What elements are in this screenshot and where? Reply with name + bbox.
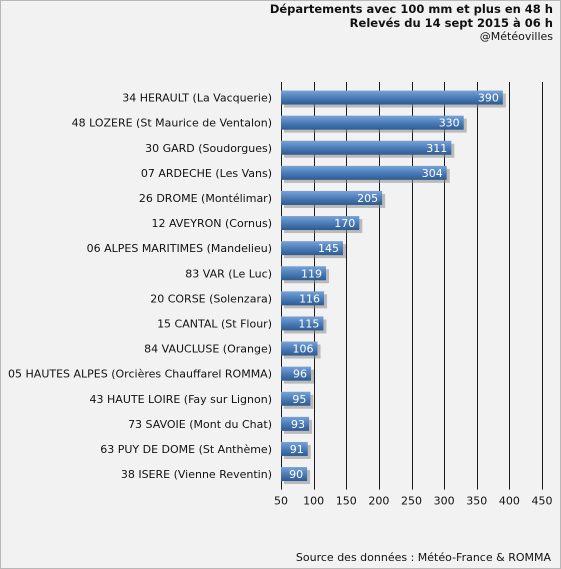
bar (281, 467, 308, 482)
category-label: 38 ISERE (Vienne Reventin) (121, 468, 272, 481)
x-tick-label: 200 (368, 495, 389, 508)
category-label: 34 HERAULT (La Vacquerie) (122, 92, 272, 105)
bar-value-label: 330 (439, 117, 460, 130)
bar-value-label: 91 (290, 443, 304, 456)
x-tick-label: 100 (303, 495, 324, 508)
category-label: 12 AVEYRON (Cornus) (151, 217, 272, 230)
x-tick-label: 450 (532, 495, 553, 508)
category-label: 06 ALPES MARITIMES (Mandelieu) (87, 242, 272, 255)
category-label: 07 ARDECHE (Les Vans) (141, 167, 272, 180)
x-tick-label: 400 (499, 495, 520, 508)
source-note: Source des données : Météo-France & ROMM… (295, 551, 551, 564)
category-label: 48 LOZERE (St Maurice de Ventalon) (72, 117, 272, 130)
bar-value-label: 95 (292, 393, 306, 406)
bar-value-label: 311 (426, 142, 447, 155)
bar (281, 416, 310, 431)
bar (281, 316, 324, 331)
credit-text: @Météovilles (479, 30, 553, 43)
category-label: 43 HAUTE LOIRE (Fay sur Lignon) (90, 393, 272, 406)
bar (281, 90, 503, 105)
bar (281, 190, 383, 205)
bar-value-label: 119 (301, 267, 322, 280)
bar (281, 291, 325, 306)
x-tick-label: 150 (336, 495, 357, 508)
category-label: 26 DROME (Montélimar) (139, 192, 272, 205)
bar (281, 140, 452, 155)
bar (281, 366, 312, 381)
category-label: 84 VAUCLUSE (Orange) (144, 343, 272, 356)
chart-title: Départements avec 100 mm et plus en 48 h… (270, 2, 553, 30)
category-labels: 34 HERAULT (La Vacquerie) 48 LOZERE (St M… (8, 92, 272, 481)
x-tick-label: 350 (466, 495, 487, 508)
bar (281, 266, 327, 281)
category-label: 83 VAR (Le Luc) (185, 267, 272, 280)
category-label: 15 CANTAL (St Flour) (157, 317, 272, 330)
category-label: 20 CORSE (Solenzara) (150, 292, 272, 305)
bar (281, 341, 318, 356)
bar-value-label: 115 (298, 317, 319, 330)
category-label: 73 SAVOIE (Mont du Chat) (128, 418, 272, 431)
bar-value-label: 145 (318, 242, 339, 255)
bar-value-label: 116 (299, 292, 320, 305)
title-line-1: Départements avec 100 mm et plus en 48 h (269, 2, 553, 16)
bar (281, 216, 360, 231)
bar-value-label: 96 (293, 368, 307, 381)
bar-value-label: 390 (478, 92, 499, 105)
x-axis-ticks: 50 100 150 200 250 300 350 400 450 (274, 495, 553, 508)
bar (281, 115, 464, 130)
x-tick-label: 300 (434, 495, 455, 508)
x-tick-label: 50 (274, 495, 288, 508)
bar-value-label: 304 (422, 167, 443, 180)
category-label: 05 HAUTES ALPES (Orcières Chauffarel ROM… (8, 368, 272, 381)
bar-value-label: 170 (334, 217, 355, 230)
category-label: 63 PUY DE DOME (St Anthème) (100, 443, 272, 456)
bar-value-label: 106 (293, 343, 314, 356)
bar-value-label: 205 (357, 192, 378, 205)
category-label: 30 GARD (Soudorgues) (145, 142, 272, 155)
x-tick-label: 250 (401, 495, 422, 508)
bar (281, 165, 447, 180)
title-line-2: Relevés du 14 sept 2015 à 06 h (349, 16, 553, 30)
bar-value-label: 93 (291, 418, 305, 431)
bar (281, 241, 343, 256)
bar (281, 441, 308, 456)
bar (281, 391, 311, 406)
bar-value-label: 90 (289, 468, 303, 481)
